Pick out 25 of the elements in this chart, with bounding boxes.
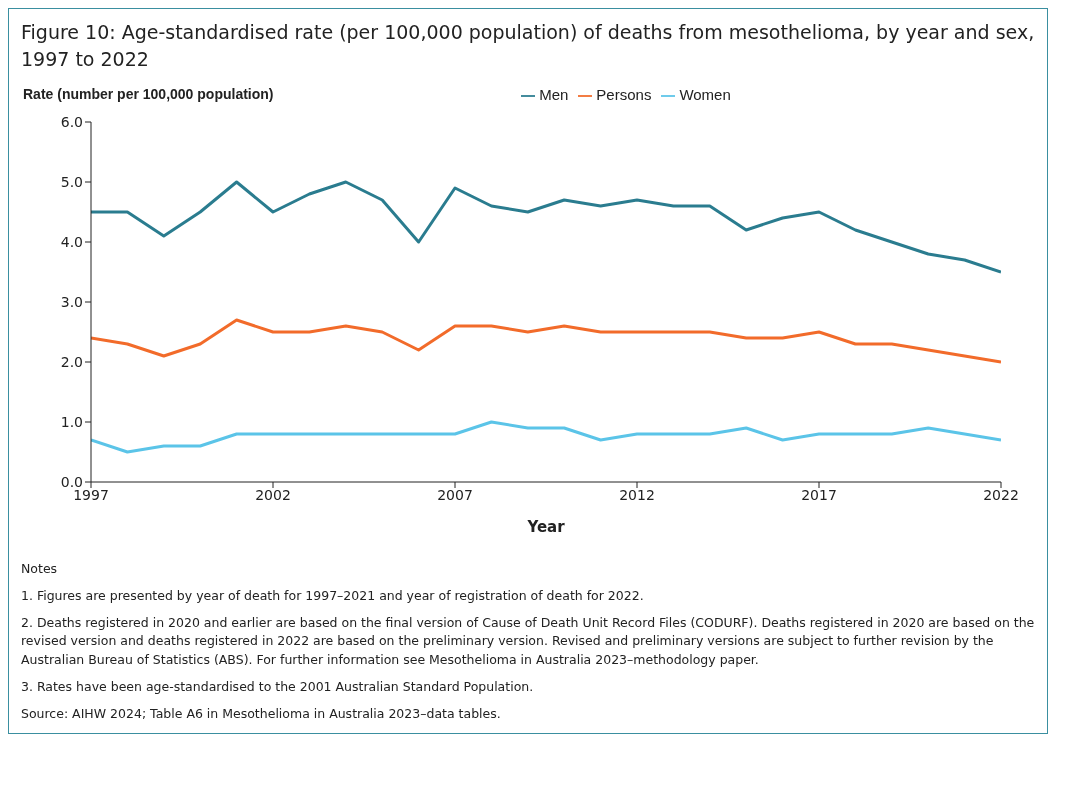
y-tick-label: 3.0 [60, 294, 83, 311]
line-series [91, 180, 1001, 274]
legend-label: Men [539, 86, 569, 104]
x-tick-label: 2002 [255, 487, 291, 504]
text: 3. Rates have been age-standardised to the 2001 Australian Standard Population. [21, 677, 535, 696]
x-axis-title: Year [526, 518, 566, 537]
y-tick-label: 1.0 [60, 414, 83, 431]
chart-title: Figure 10: Age-standardised rate (per 100,000 population) of deaths from mesothelioma, by year and sex, 1997 to 2022 [21, 20, 1035, 72]
source-note: Source: AIHW 2024; Table A6 in Mesothelioma in Australia 2023–data tables. [21, 704, 502, 723]
legend-label: Women [679, 86, 731, 104]
line-series [91, 318, 1001, 364]
x-tick-label: 2007 [437, 487, 473, 504]
x-tick-label: 2012 [619, 487, 655, 504]
y-tick-label: 2.0 [60, 354, 83, 371]
line-series [91, 420, 1001, 454]
y-tick-label: 6.0 [60, 114, 83, 131]
legend-label: Persons [596, 86, 652, 104]
y-axis-title: Rate (number per 100,000 population) [23, 86, 274, 103]
text: 2. Deaths registered in 2020 and earlier are based on the final version of Cause of Death Unit Record Files (CODURF). Deaths registered in 2020 are based on the revised version and deaths registered in 2022 are based on the preliminary version. Revised and preliminary versions are subject to further revision by the Australian Bureau of Statistics (ABS). For further information see Mesothelioma in Australia 2023–methodology paper. [21, 613, 1035, 670]
x-tick-label: 2017 [801, 487, 837, 504]
y-tick-label: 4.0 [60, 234, 83, 251]
text: Notes [21, 560, 59, 579]
y-tick-label: 5.0 [60, 174, 83, 191]
x-tick-label: 2022 [983, 487, 1019, 504]
text: 1. Figures are presented by year of death for 1997–2021 and year of registration of death for 2022. [21, 586, 645, 605]
